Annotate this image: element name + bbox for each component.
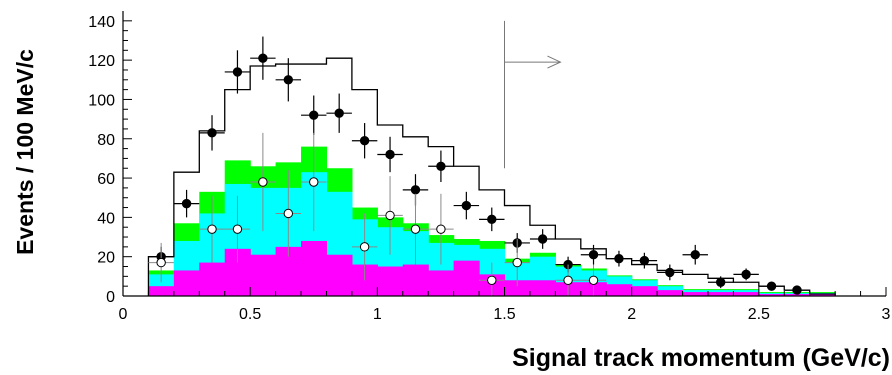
stack-bar (657, 290, 684, 296)
data-point (283, 75, 294, 85)
data-point (639, 255, 650, 266)
total-histogram-layer (147, 57, 836, 296)
x-tick-label: 0 (119, 306, 128, 323)
y-tick-label: 0 (106, 289, 115, 306)
data-point (385, 149, 395, 160)
x-tick-label: 1.5 (493, 306, 515, 323)
stack-bar (326, 254, 353, 296)
x-tick-label: 2.5 (748, 306, 770, 323)
stack-bar (173, 270, 200, 296)
data-point (232, 67, 243, 77)
stack-bar (377, 266, 404, 296)
y-tick-label: 20 (97, 250, 115, 267)
open-data-point (156, 257, 166, 268)
data-point (487, 214, 497, 225)
data-point (690, 250, 700, 260)
y-tick-label: 100 (88, 92, 115, 109)
data-point (665, 267, 675, 278)
stack-bar (682, 292, 709, 296)
y-axis-label: Events / 100 MeV/c (12, 49, 38, 255)
y-tick-label: 80 (97, 132, 115, 149)
open-data-point (258, 177, 268, 187)
open-data-point (359, 242, 370, 252)
data-point (334, 108, 344, 118)
stack-bar (809, 294, 836, 296)
arrow-head (547, 55, 562, 69)
data-point (461, 200, 472, 211)
data-point (309, 110, 319, 120)
data-point (410, 185, 421, 195)
stack-bar (504, 280, 531, 296)
stack-bar (428, 270, 455, 296)
open-data-point (232, 224, 243, 234)
stack-bar (250, 254, 277, 296)
data-point (715, 277, 726, 287)
data-point (359, 136, 370, 146)
stack-bar (606, 284, 633, 296)
x-tick-label: 0.5 (239, 306, 261, 323)
stack-bar (402, 264, 429, 296)
x-tick-label: 3 (882, 306, 891, 323)
open-data-point (487, 275, 497, 285)
open-data-point (563, 275, 573, 285)
data-point (766, 281, 777, 291)
stack-bar (733, 292, 760, 296)
stack-bar (631, 286, 658, 296)
open-data-point (207, 224, 217, 234)
data-point (181, 198, 192, 209)
stack-bar (148, 286, 175, 296)
stack-bar (784, 294, 811, 296)
data-point (207, 128, 217, 138)
stack-bar (758, 294, 785, 296)
open-data-point (512, 257, 522, 268)
data-point (588, 250, 599, 260)
y-tick-label: 40 (97, 210, 115, 227)
y-tick-label: 140 (88, 14, 115, 31)
data-point (614, 253, 624, 264)
open-data-point (588, 275, 599, 285)
open-data-point (410, 224, 421, 234)
data-point (258, 53, 268, 63)
data-point (792, 285, 802, 295)
stack-bar (707, 292, 734, 296)
stack-bar (453, 260, 480, 296)
open-data-point (283, 208, 294, 219)
y-tick-label: 60 (97, 171, 115, 188)
x-axis-label: Signal track momentum (GeV/c) (512, 344, 890, 372)
stack-bar (529, 280, 556, 296)
stack-bar (199, 262, 226, 296)
data-point (436, 161, 446, 171)
open-data-point (309, 177, 319, 187)
data-points-layer (148, 36, 810, 296)
axes: 0 0.5 1 1.5 2 2.5 3 0 20 40 60 80 100 120 140 (88, 11, 891, 323)
data-point (537, 234, 548, 244)
stack-bar (301, 240, 328, 296)
open-data-point (436, 224, 446, 234)
annotation-layer (504, 20, 562, 169)
data-point (741, 269, 751, 280)
y-tick-label: 120 (88, 53, 115, 70)
total-histogram-line (147, 57, 836, 296)
x-tick-label: 2 (627, 306, 636, 323)
open-data-point (385, 210, 395, 221)
x-tick-label: 1 (373, 306, 382, 323)
